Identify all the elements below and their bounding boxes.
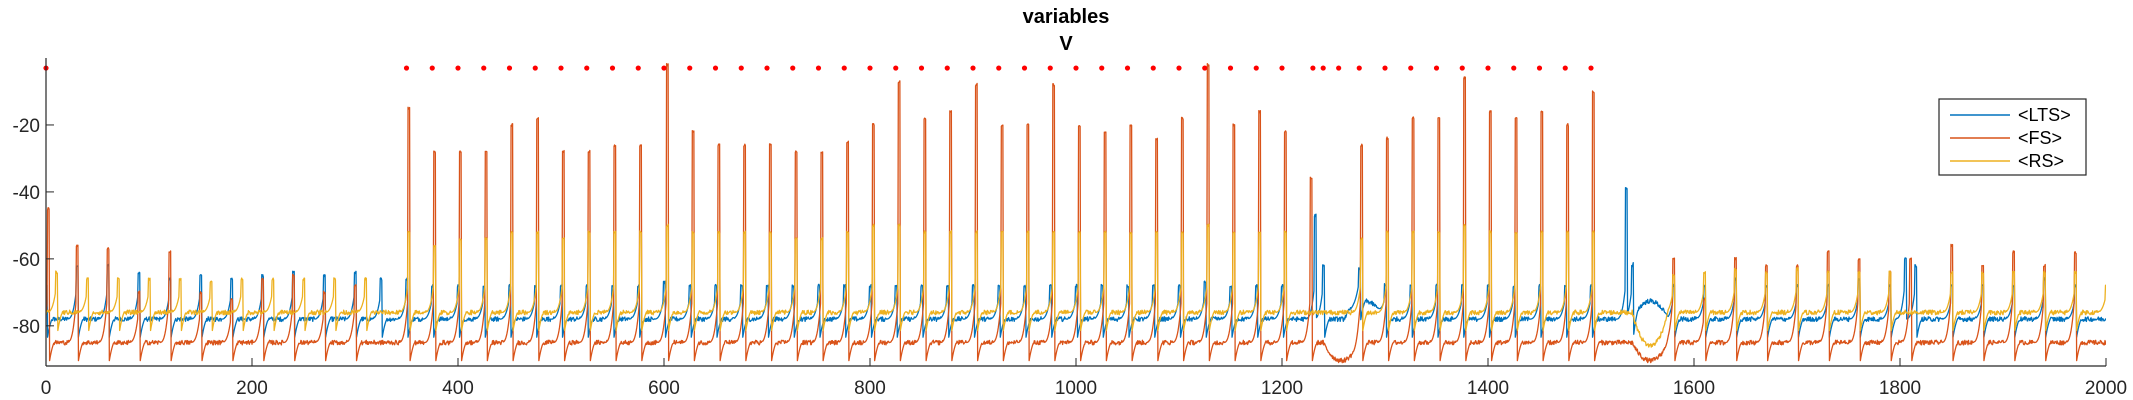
spike-marker — [918, 65, 925, 71]
spike-marker — [429, 65, 435, 71]
y-tick-label: -40 — [13, 183, 40, 204]
spike-marker — [1562, 65, 1568, 71]
plot-area — [43, 62, 2106, 364]
spike-marker — [944, 65, 950, 71]
spike-marker — [1588, 65, 1594, 71]
spike-marker — [609, 65, 616, 71]
y-tick-label: -80 — [13, 317, 40, 338]
spike-marker — [1021, 65, 1028, 71]
legend-label-lts: <LTS> — [2018, 105, 2071, 125]
spike-marker — [815, 65, 822, 71]
spike-marker — [970, 65, 976, 71]
x-tick-label: 1600 — [1673, 378, 1715, 399]
spike-marker — [1485, 65, 1491, 71]
spike-marker — [996, 65, 1002, 71]
spike-marker — [1336, 65, 1342, 71]
spike-marker — [841, 65, 847, 71]
x-tick-label: 1000 — [1055, 378, 1097, 399]
legend-label-rs: <RS> — [2018, 151, 2064, 171]
spike-marker — [1124, 65, 1131, 71]
spike-marker — [1073, 65, 1079, 71]
x-tick-label: 2000 — [2085, 378, 2127, 399]
x-tick-label: 400 — [442, 378, 474, 399]
spike-marker — [1511, 65, 1517, 71]
spike-marker — [1150, 65, 1156, 71]
x-tick-label: 600 — [648, 378, 680, 399]
spike-marker — [1459, 65, 1465, 71]
x-tick-label: 200 — [236, 378, 268, 399]
legend: <LTS> <FS> <RS> — [1938, 98, 2087, 176]
spike-marker — [1047, 65, 1053, 71]
spike-marker — [1176, 65, 1182, 71]
spike-marker — [403, 65, 410, 71]
spike-marker — [455, 65, 461, 71]
spike-marker — [1320, 65, 1326, 71]
spike-marker — [1253, 65, 1259, 71]
spike-marker — [558, 65, 564, 71]
x-tick-label: 800 — [854, 378, 886, 399]
series-line-lts — [46, 186, 2106, 338]
spike-marker — [481, 65, 487, 71]
series-line-rs — [46, 223, 2106, 348]
spike-marker — [661, 65, 667, 71]
x-tick-label: 1200 — [1261, 378, 1303, 399]
x-tick-label: 0 — [41, 378, 52, 399]
legend-label-fs: <FS> — [2018, 128, 2062, 148]
spike-marker — [790, 65, 796, 71]
spike-marker — [1202, 65, 1208, 71]
spike-marker — [506, 65, 513, 71]
spike-marker — [584, 65, 590, 71]
spike-marker — [764, 65, 770, 71]
spike-marker — [867, 65, 873, 71]
spike-marker — [532, 65, 538, 71]
chart-subtitle: V — [1059, 33, 1073, 55]
spike-marker — [738, 65, 744, 71]
spike-marker — [1099, 65, 1105, 71]
y-tick-label: -20 — [13, 116, 40, 137]
spike-marker — [635, 65, 641, 71]
spike-marker — [1536, 65, 1543, 71]
spike-marker — [712, 65, 719, 71]
spike-marker — [893, 65, 899, 71]
x-tick-label: 1800 — [1879, 378, 1921, 399]
spike-marker — [1279, 65, 1285, 71]
legend-box — [1938, 98, 2087, 176]
spike-marker — [1227, 65, 1234, 71]
spike-marker — [1356, 65, 1362, 71]
x-tick-label: 1400 — [1467, 378, 1509, 399]
chart-title: variables — [1023, 6, 1110, 28]
spike-marker — [1382, 65, 1388, 71]
spike-marker — [1408, 65, 1414, 71]
spike-marker — [1433, 65, 1440, 71]
series-line-fs — [46, 62, 2106, 364]
y-tick-label: -60 — [13, 250, 40, 271]
spike-marker — [687, 65, 693, 71]
spike-marker — [1310, 65, 1316, 71]
